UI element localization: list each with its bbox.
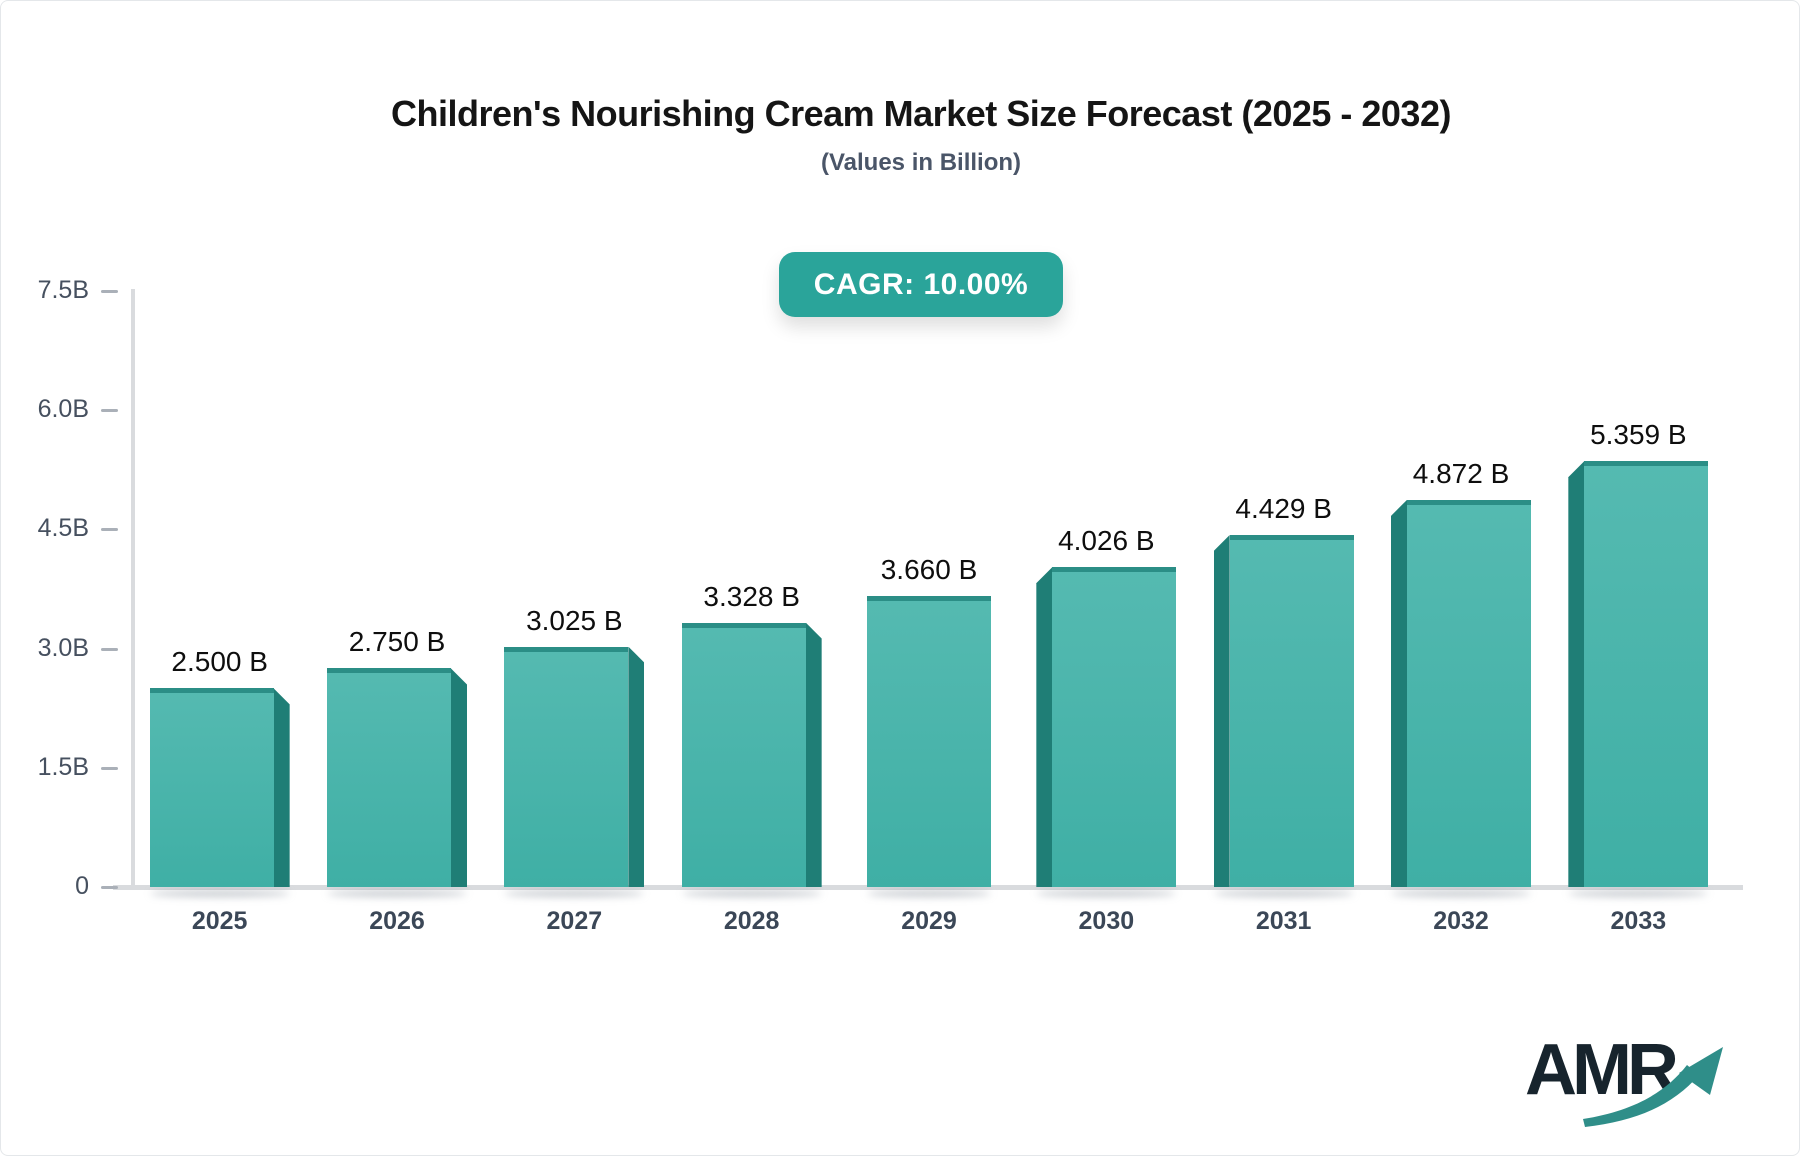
x-axis-label: 2032 [1433,907,1489,935]
bar-shadow [1036,890,1177,897]
bar-face [1584,461,1709,887]
bar-2025 [149,688,290,887]
bar-top-edge [681,622,806,628]
bar-value-label: 5.359 B [1590,419,1687,451]
x-axis-label: 2027 [546,907,603,935]
bar-shadow [681,890,822,897]
y-axis-line [131,289,135,889]
bar-side-face [273,688,290,887]
bar-side-face [1568,461,1585,887]
y-axis-label: 1.5B [37,752,89,781]
bar-shadow [1568,890,1709,897]
x-axis-line [113,885,1743,890]
bar-2027 [504,646,645,887]
bar-top-edge [504,646,629,652]
bar-face [867,596,991,887]
y-axis-tick [101,409,118,413]
bar-side-face [1391,499,1407,887]
bar-face [504,646,629,887]
bar-top-edge [1407,499,1531,505]
bar-face [1229,535,1354,887]
y-axis-label: 4.5B [37,514,89,543]
x-axis-label: 2025 [191,907,248,935]
bar-value-label: 3.328 B [703,580,800,612]
bar-side-face [805,622,822,887]
cagr-badge: CAGR: 10.00% [779,252,1063,317]
bar-top-edge [327,668,451,674]
y-axis-tick [101,886,118,889]
bar-value-label: 4.026 B [1058,525,1155,557]
amr-logo: AMR [1525,1015,1735,1130]
bar-shadow [867,890,991,897]
y-axis-label: 0 [75,872,89,900]
x-axis-label: 2030 [1078,907,1135,935]
bar-2030 [1036,567,1177,887]
bar-face [327,668,451,887]
bar-side-face [451,668,467,887]
bar-top-edge [867,596,991,602]
x-axis-label: 2029 [901,907,957,935]
x-axis-label: 2031 [1255,907,1312,935]
chart-subtitle: (Values in Billion) [820,149,1022,176]
bar-face [1052,567,1177,887]
bar-side-face [628,646,645,887]
bar-value-label: 4.872 B [1412,457,1510,489]
chart-title: Children's Nourishing Cream Market Size … [391,93,1451,134]
y-axis-tick [101,290,118,293]
bar-value-label: 4.429 B [1235,493,1332,525]
bar-side-face [1213,535,1230,887]
y-axis-label: 6.0B [37,395,89,424]
bar-face [681,622,806,887]
bar-2029 [867,596,991,887]
x-axis-label: 2026 [369,907,425,935]
y-axis-label: 3.0B [37,633,89,662]
bar-2031 [1213,535,1354,887]
bar-shadow [1213,890,1354,897]
x-axis-label: 2028 [723,907,780,935]
bar-shadow [327,890,467,897]
bar-2026 [327,668,467,887]
bar-value-label: 3.660 B [880,554,978,586]
bar-face [1407,499,1531,887]
bar-2032 [1391,499,1531,887]
bar-shadow [504,890,645,897]
bar-value-label: 3.025 B [526,604,623,636]
bar-2033 [1568,461,1709,887]
y-axis-label: 7.5B [37,276,89,304]
bar-value-label: 2.500 B [171,646,268,678]
bar-side-face [1036,567,1053,887]
cagr-badge-label: CAGR: 10.00% [813,267,1029,301]
bar-face [149,688,274,887]
bar-value-label: 2.750 B [348,626,446,658]
bar-top-edge [1229,535,1354,541]
x-axis-label: 2033 [1610,907,1667,935]
bar-top-edge [1584,461,1709,467]
bar-shadow [149,890,290,897]
bar-2028 [681,622,822,887]
y-axis-tick [101,528,118,532]
y-axis-tick [101,766,118,770]
bar-top-edge [149,688,274,694]
growth-arrow-icon [1583,1047,1723,1127]
y-axis-tick [101,647,118,651]
bar-top-edge [1052,567,1177,573]
bar-shadow [1391,890,1531,897]
